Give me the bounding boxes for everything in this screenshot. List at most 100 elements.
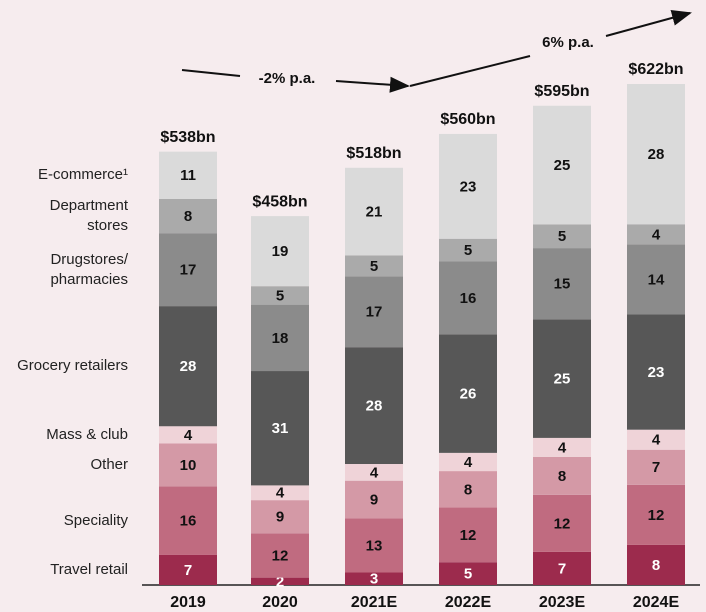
x-tick-label: 2021E <box>351 594 398 611</box>
segment-label: 4 <box>464 454 473 471</box>
bar-segment <box>159 443 217 487</box>
x-tick-label: 2020 <box>262 594 298 611</box>
segment-label: 7 <box>652 459 660 476</box>
segment-label: 21 <box>366 204 383 221</box>
bar-segment <box>627 84 685 225</box>
bar-segment <box>533 551 591 585</box>
bar-segment <box>627 314 685 430</box>
bar-segment <box>439 261 497 335</box>
segment-label: 5 <box>370 258 378 275</box>
segment-label: 25 <box>554 157 571 174</box>
x-tick-label: 2024E <box>633 594 680 611</box>
total-label: $518bn <box>346 145 401 162</box>
segment-label: 15 <box>554 276 571 293</box>
segment-label: 17 <box>366 304 383 321</box>
segment-label: 4 <box>184 427 193 444</box>
segment-label: 12 <box>648 507 665 524</box>
segment-label: 12 <box>272 547 289 564</box>
segment-label: 28 <box>366 398 383 415</box>
segment-label: 5 <box>464 566 472 583</box>
bar-segment <box>159 198 217 234</box>
bar-segment <box>345 464 403 481</box>
segment-label: 5 <box>464 242 472 259</box>
bar-segment <box>627 429 685 450</box>
bar-segment <box>439 471 497 508</box>
bar-segment <box>251 286 309 305</box>
segment-label: 10 <box>180 457 197 474</box>
segment-label: 3 <box>370 571 378 588</box>
bar-segment <box>627 544 685 585</box>
total-label: $622bn <box>628 61 683 78</box>
segment-label: 7 <box>184 562 192 579</box>
legend-label: Mass & club <box>46 425 128 443</box>
segment-label: 5 <box>276 287 284 304</box>
bar-segment <box>251 216 309 287</box>
legend-label: Grocery retailers <box>17 357 128 375</box>
bar-segment <box>627 224 685 245</box>
segment-label: 12 <box>554 515 571 532</box>
bar-segment <box>159 426 217 444</box>
bar-segment <box>533 248 591 320</box>
segment-label: 2 <box>276 573 284 590</box>
segment-label: 11 <box>180 167 196 184</box>
bar-segment <box>533 105 591 225</box>
bar-segment <box>439 562 497 585</box>
bar-segment <box>251 304 309 372</box>
bar-segment <box>533 224 591 249</box>
segment-label: 5 <box>558 228 566 245</box>
segment-label: 18 <box>272 330 289 347</box>
segment-label: 13 <box>366 537 383 554</box>
segment-label: 12 <box>460 527 477 544</box>
bar-segment <box>533 494 591 552</box>
trend-arrow <box>605 10 692 37</box>
segment-label: 28 <box>180 358 197 375</box>
total-label: $538bn <box>160 129 215 146</box>
bar-segment <box>627 244 685 315</box>
bar-segment <box>345 518 403 573</box>
bar-segment <box>439 507 497 563</box>
x-tick-label: 2022E <box>445 594 492 611</box>
segment-label: 8 <box>184 208 192 225</box>
segment-label: 8 <box>558 468 566 485</box>
bar-segment <box>345 255 403 277</box>
bar-segment <box>159 306 217 427</box>
segment-label: 14 <box>648 271 665 288</box>
bar-segment <box>439 334 497 453</box>
bar-segment <box>159 151 217 199</box>
trend-line <box>409 55 531 87</box>
bar-segment <box>627 484 685 545</box>
segment-label: 26 <box>460 386 477 403</box>
bar-segment <box>627 449 685 485</box>
segment-label: 7 <box>558 560 566 577</box>
bar-segment <box>251 371 309 486</box>
bar-segment <box>439 238 497 262</box>
bar-segment <box>159 233 217 307</box>
segment-label: 4 <box>370 464 379 481</box>
bar-segment <box>159 554 217 585</box>
annotation: -2% p.a. <box>259 70 316 87</box>
bar-segment <box>345 167 403 256</box>
bar-segment <box>533 456 591 495</box>
segment-label: 28 <box>648 146 665 163</box>
segment-label: 16 <box>460 290 477 307</box>
trend-line <box>181 69 241 77</box>
legend-label: Other <box>90 455 128 473</box>
bar-segment <box>251 533 309 578</box>
segment-label: 9 <box>276 509 284 526</box>
x-tick-label: 2023E <box>539 594 586 611</box>
segment-label: 23 <box>648 364 665 381</box>
total-label: $595bn <box>534 83 589 100</box>
bar-segment <box>439 133 497 239</box>
legend-label: E-commerce¹ <box>37 166 128 184</box>
segment-label: 8 <box>464 481 472 498</box>
bar-segment <box>439 452 497 472</box>
bar-segment <box>159 486 217 555</box>
total-label: $458bn <box>252 193 307 210</box>
segment-label: 16 <box>180 513 197 530</box>
bar-segment <box>345 480 403 519</box>
segment-label: 9 <box>370 491 378 508</box>
bar-segment <box>345 572 403 585</box>
segment-label: 25 <box>554 371 571 388</box>
